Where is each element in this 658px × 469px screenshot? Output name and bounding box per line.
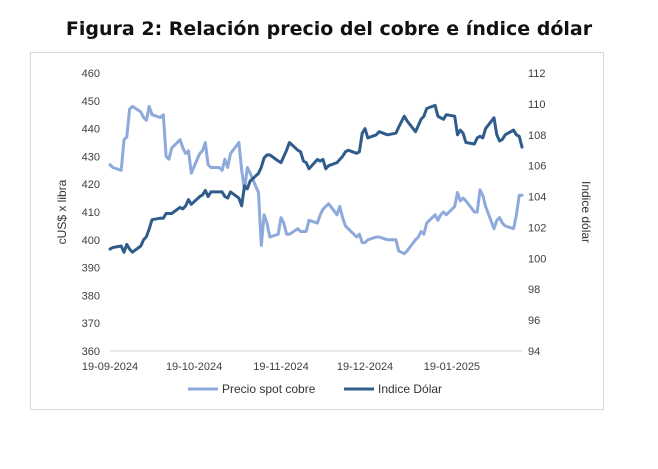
x-tick-label: 19-12-2024 (337, 361, 393, 373)
right-tick-label: 106 (528, 161, 546, 173)
x-axis-ticks: 19-09-2024 19-10-2024 19-11-2024 19-12-2024… (82, 361, 480, 373)
x-tick-label: 19-11-2024 (253, 361, 308, 373)
right-tick-label: 110 (528, 99, 546, 111)
series-layer (108, 103, 524, 256)
right-tick-label: 104 (528, 192, 546, 204)
right-tick-label: 94 (528, 346, 540, 358)
right-tick-label: 108 (528, 130, 546, 142)
x-tick-label: 19-10-2024 (166, 361, 222, 373)
left-y-axis-label: cUS$ x libra (55, 179, 69, 244)
left-tick-label: 360 (82, 346, 100, 358)
left-tick-label: 420 (82, 179, 100, 191)
left-tick-label: 390 (82, 263, 100, 275)
left-tick-label: 430 (82, 151, 100, 163)
right-tick-label: 100 (528, 253, 546, 265)
left-tick-label: 400 (82, 235, 100, 247)
left-tick-label: 440 (82, 124, 100, 136)
x-tick-label: 19-01-2025 (424, 361, 480, 373)
x-tick-label: 19-09-2024 (82, 361, 138, 373)
left-tick-label: 460 (82, 68, 100, 80)
chart-title: Figura 2: Relación precio del cobre e ín… (65, 18, 593, 40)
left-y-axis-ticks: 360 370 380 390 400 410 420 430 440 450 460 (82, 68, 100, 358)
left-tick-label: 380 (82, 290, 100, 302)
legend: Precio spot cobre Indice Dólar (188, 382, 442, 396)
legend-label-copper: Precio spot cobre (222, 382, 316, 396)
legend-label-dollar-index: Indice Dólar (378, 382, 442, 396)
series-line-copper (108, 104, 524, 256)
chart-frame (30, 52, 604, 410)
left-tick-label: 450 (82, 96, 100, 108)
left-tick-label: 410 (82, 207, 100, 219)
right-y-axis-ticks: 94 96 98 100 102 104 106 108 110 112 (528, 68, 546, 358)
right-tick-label: 98 (528, 284, 540, 296)
series-line-dollar-index (108, 103, 524, 254)
right-y-axis-label: Indice dólar (579, 181, 593, 243)
right-tick-label: 102 (528, 222, 546, 234)
right-tick-label: 112 (528, 68, 546, 80)
left-tick-label: 370 (82, 318, 100, 330)
right-tick-label: 96 (528, 315, 540, 327)
